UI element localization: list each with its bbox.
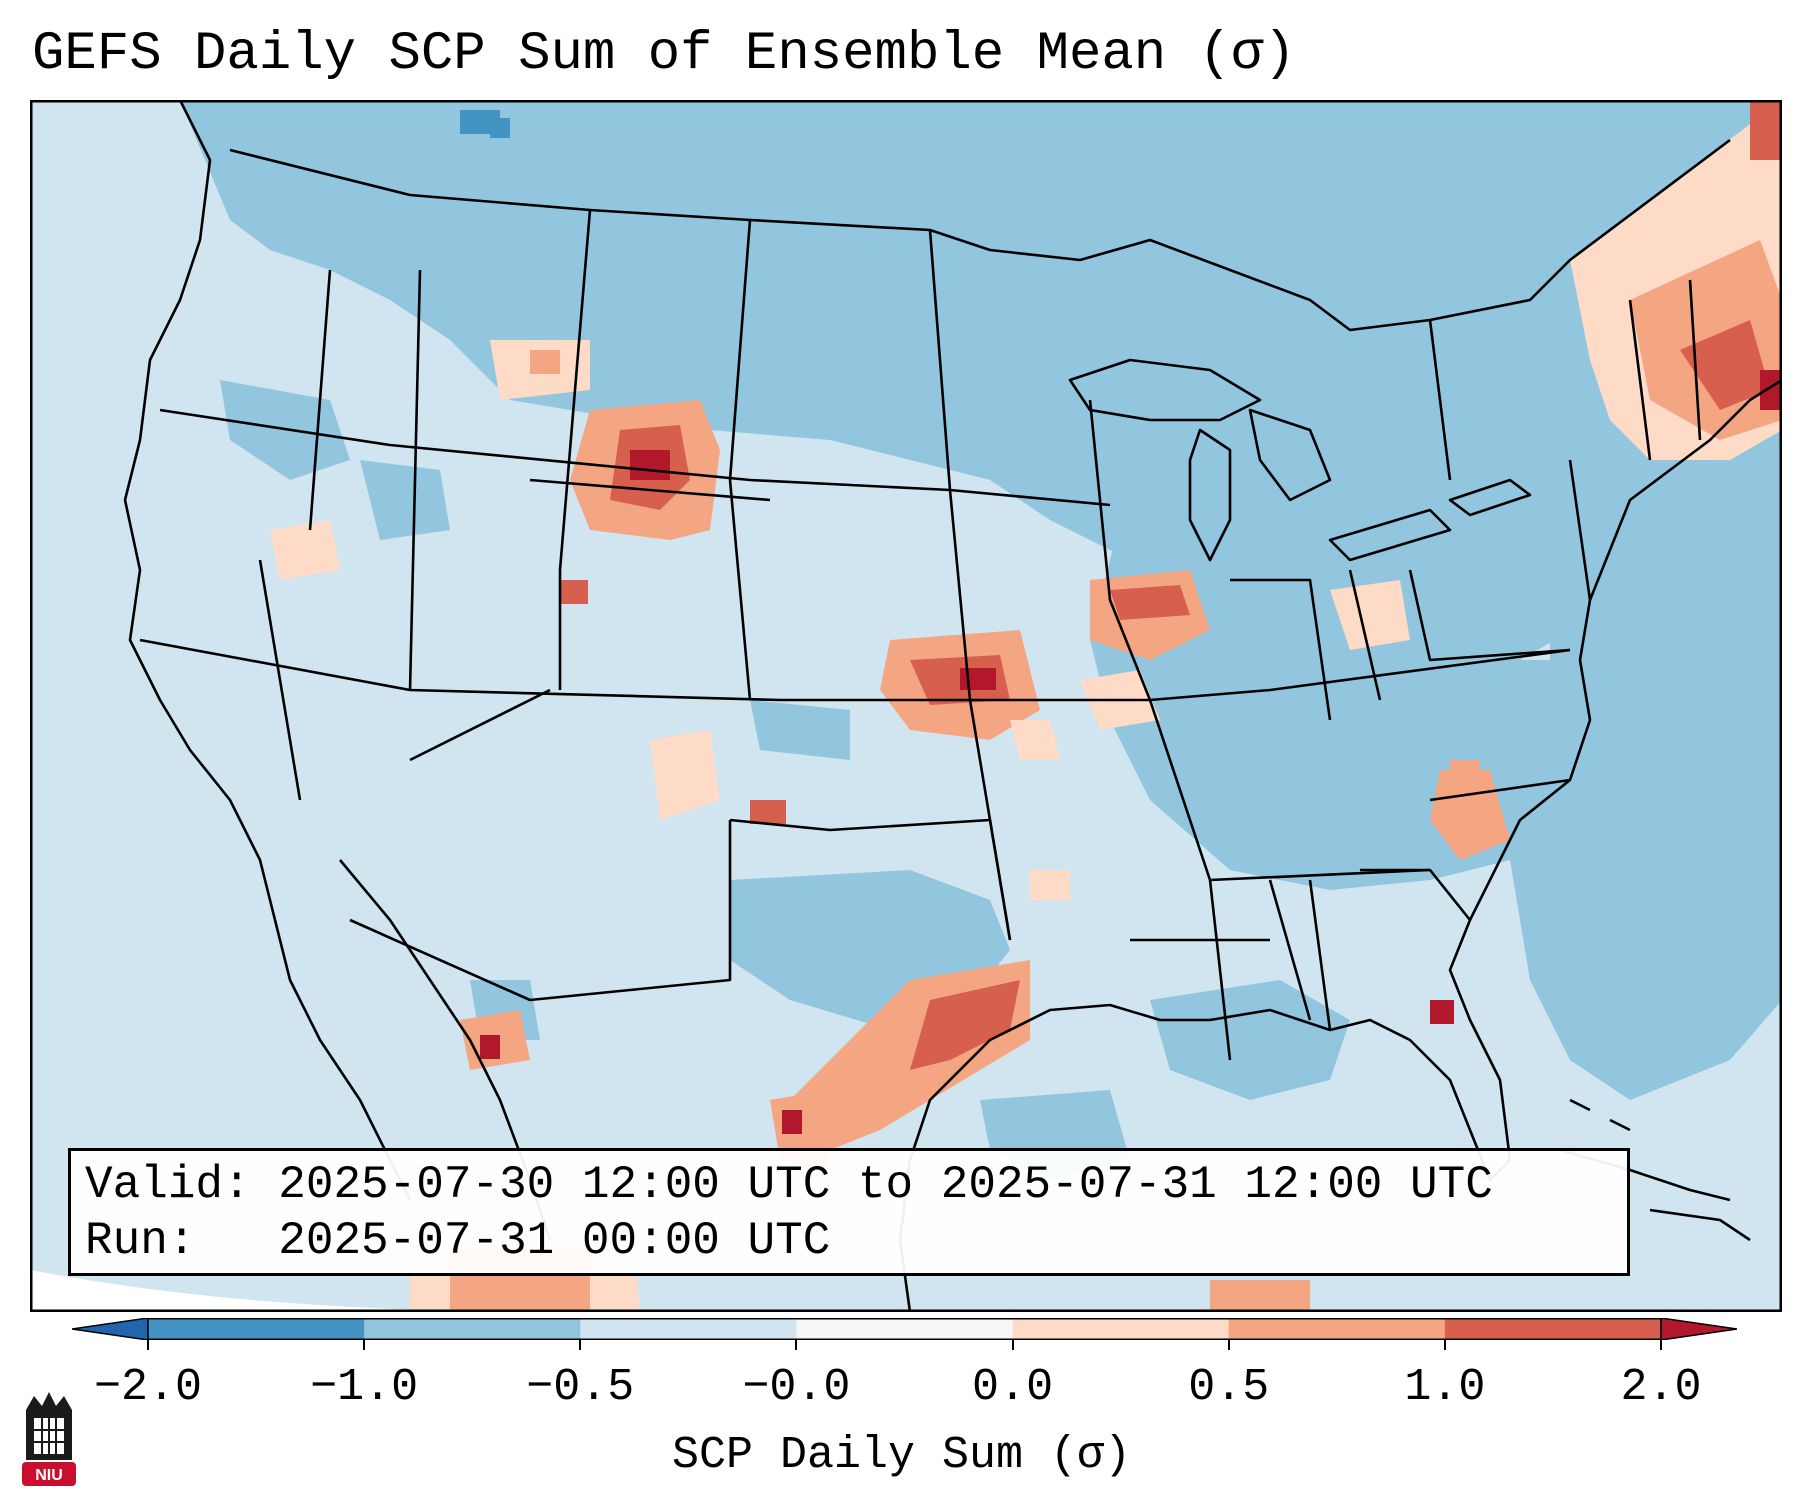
logo-text: NIU (35, 1467, 63, 1484)
niu-logo-icon: NIU (22, 1392, 76, 1486)
colorbar-tick-mark (1011, 1340, 1014, 1350)
colorbar-tick-label: −1.0 (310, 1362, 419, 1413)
colorbar-tick-mark (1227, 1340, 1230, 1350)
colorbar-under-triangle (72, 1318, 149, 1340)
colorbar-bin (1444, 1318, 1662, 1340)
colorbar-bin (148, 1318, 365, 1340)
colorbar-bin (1012, 1318, 1230, 1340)
colorbar-tick-label: −0.0 (742, 1362, 851, 1413)
scp-map (30, 100, 1782, 1312)
colorbar-tick-label: −0.5 (526, 1362, 635, 1413)
run-time-line: Run: 2025-07-31 00:00 UTC (85, 1215, 831, 1267)
colorbar (72, 1318, 1737, 1340)
map-title: GEFS Daily SCP Sum of Ensemble Mean (σ) (32, 24, 1296, 85)
colorbar-frame (147, 1318, 1662, 1340)
colorbar-bin (1228, 1318, 1446, 1340)
valid-run-infobox: Valid: 2025-07-30 12:00 UTC to 2025-07-3… (68, 1148, 1630, 1276)
projection-edge-left (30, 1270, 550, 1312)
colorbar-tick-label: 0.5 (1188, 1362, 1270, 1413)
colorbar-over-triangle (1660, 1318, 1737, 1340)
map-frame (30, 100, 1782, 1312)
colorbar-tick-label: 1.0 (1404, 1362, 1486, 1413)
colorbar-tick-mark (1660, 1340, 1662, 1350)
colorbar-tick-label: 2.0 (1620, 1362, 1702, 1413)
colorbar-tick-label: 0.0 (972, 1362, 1054, 1413)
colorbar-tick-mark (1443, 1340, 1446, 1350)
colorbar-bin (796, 1318, 1014, 1340)
valid-time-line: Valid: 2025-07-30 12:00 UTC to 2025-07-3… (85, 1159, 1493, 1211)
colorbar-tick-mark (363, 1340, 366, 1350)
colorbar-title: SCP Daily Sum (σ) (671, 1430, 1132, 1481)
colorbar-bin (580, 1318, 797, 1340)
borders (123, 100, 1782, 1312)
dark-blue-spots (460, 110, 510, 138)
colorbar-tick-mark (795, 1340, 798, 1350)
colorbar-tick-mark (579, 1340, 582, 1350)
colorbar-tick-mark (147, 1340, 149, 1350)
colorbar-tick-label: −2.0 (93, 1362, 203, 1413)
colorbar-bin (364, 1318, 581, 1340)
